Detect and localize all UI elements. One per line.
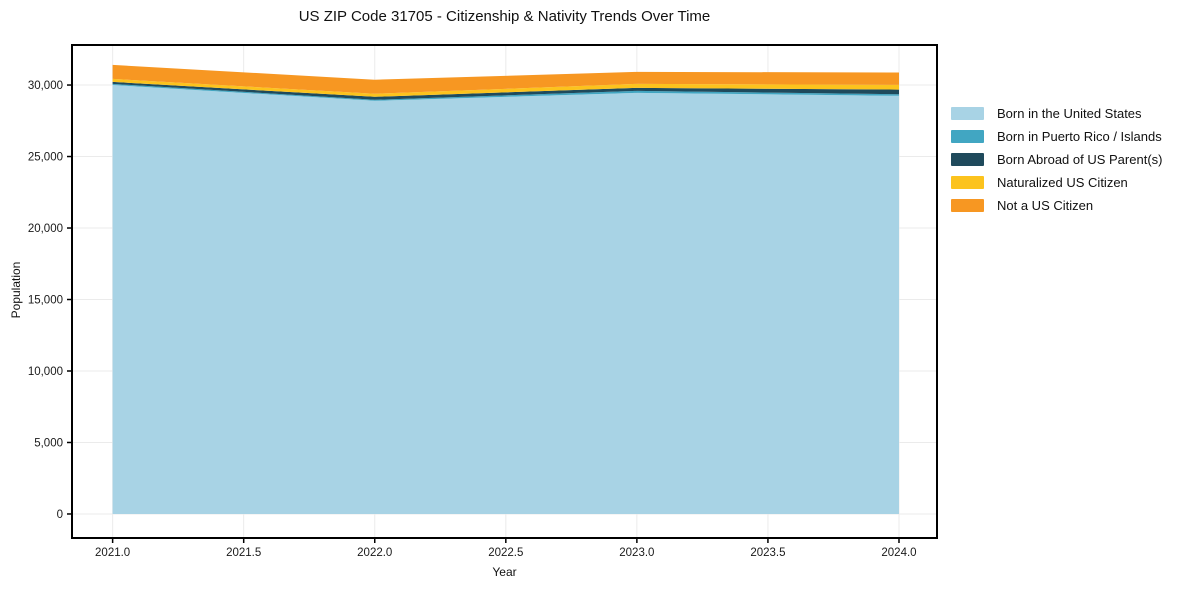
legend-label: Not a US Citizen <box>997 198 1094 213</box>
legend-item: Not a US Citizen <box>951 194 1162 217</box>
x-tick-label: 2021.0 <box>95 547 130 559</box>
x-tick-label: 2023.0 <box>619 547 654 559</box>
chart-title: US ZIP Code 31705 - Citizenship & Nativi… <box>298 8 711 25</box>
x-tick-label: 2021.5 <box>226 547 261 559</box>
x-tick-label: 2022.0 <box>357 547 392 559</box>
plot-border <box>71 44 938 539</box>
legend-label: Born in the United States <box>997 106 1142 121</box>
legend: Born in the United States Born in Puerto … <box>951 102 1162 217</box>
legend-swatch <box>951 130 984 143</box>
legend-label: Naturalized US Citizen <box>997 175 1128 190</box>
x-tick-label: 2024.0 <box>881 547 916 559</box>
y-tick-label: 0 <box>57 509 63 521</box>
x-tick-label: 2022.5 <box>488 547 523 559</box>
y-tick-label: 30,000 <box>28 80 63 92</box>
x-tick-label: 2023.5 <box>750 547 785 559</box>
y-tick-label: 25,000 <box>28 152 63 164</box>
legend-item: Born in the United States <box>951 102 1162 125</box>
legend-swatch <box>951 176 984 189</box>
legend-item: Born Abroad of US Parent(s) <box>951 148 1162 171</box>
area-series-3 <box>112 78 900 97</box>
legend-swatch <box>951 199 984 212</box>
legend-item: Born in Puerto Rico / Islands <box>951 125 1162 148</box>
area-series-1 <box>112 83 900 101</box>
y-tick-label: 20,000 <box>28 223 63 235</box>
area-series-4 <box>112 64 900 94</box>
legend-swatch <box>951 107 984 120</box>
legend-swatch <box>951 153 984 166</box>
legend-item: Naturalized US Citizen <box>951 171 1162 194</box>
area-series-0 <box>112 85 900 514</box>
y-tick-label: 5,000 <box>34 437 63 449</box>
x-axis-label: Year <box>492 565 517 579</box>
legend-label: Born in Puerto Rico / Islands <box>997 129 1162 144</box>
y-axis-label: Population <box>9 261 23 319</box>
y-tick-label: 15,000 <box>28 295 63 307</box>
area-series-2 <box>112 81 900 100</box>
y-tick-label: 10,000 <box>28 366 63 378</box>
legend-label: Born Abroad of US Parent(s) <box>997 152 1163 167</box>
